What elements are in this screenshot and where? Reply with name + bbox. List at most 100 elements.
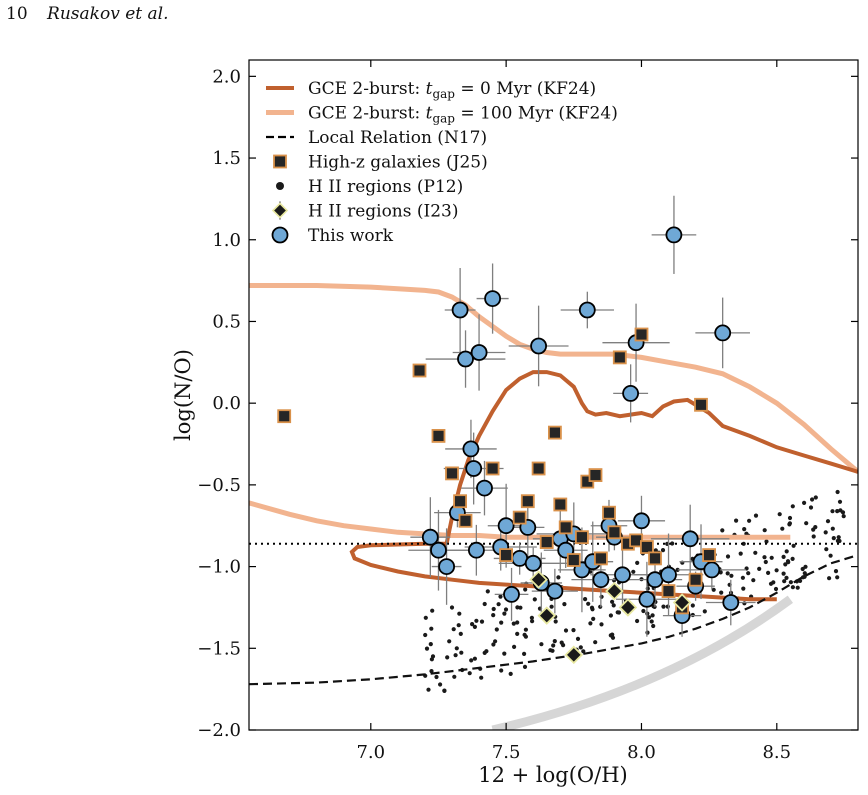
p12-point (552, 639, 557, 644)
grey-band (491, 595, 794, 730)
x-axis-label: 12 + log(O/H) (478, 763, 627, 787)
y-tick-label: −2.0 (197, 720, 241, 741)
legend-label: H II regions (P12) (308, 177, 463, 197)
this-work-point (592, 571, 610, 589)
p12-point (771, 580, 776, 585)
p12-point (665, 604, 670, 609)
p12-point (445, 655, 450, 660)
this-work-point (614, 566, 631, 584)
p12-point (836, 535, 841, 540)
p12-point (599, 594, 604, 599)
p12-point (472, 656, 477, 661)
legend-item: H II regions (P12) (276, 177, 463, 197)
p12-point (811, 534, 816, 539)
p12-point (562, 602, 567, 607)
p12-point (762, 528, 767, 533)
p12-point (785, 559, 791, 564)
p12-point (766, 570, 771, 576)
p12-point (511, 621, 516, 626)
p12-point (769, 555, 774, 560)
gce-100-lower-line (249, 500, 791, 540)
p12-point (753, 513, 759, 518)
y-tick-label: −1.0 (197, 557, 241, 578)
p12-point (837, 499, 843, 504)
p12-point (824, 547, 829, 552)
p12-point (571, 628, 576, 633)
p12-point (429, 657, 434, 662)
p12-point (649, 619, 654, 624)
this-work-point (546, 582, 564, 600)
p12-point (494, 627, 499, 632)
p12-point (741, 586, 746, 591)
p12-point (784, 575, 789, 581)
this-work-point (681, 530, 699, 548)
p12-point (841, 514, 846, 519)
legend-item: GCE 2-burst: tgap = 0 Myr (KF24) (266, 79, 596, 101)
legend: GCE 2-burst: tgap = 0 Myr (KF24) GCE 2-bu… (266, 79, 618, 246)
p12-point (762, 555, 767, 560)
p12-point (783, 562, 788, 567)
p12-point (429, 626, 434, 631)
i23-point (618, 598, 638, 617)
p12-point (795, 585, 800, 590)
p12-point (764, 539, 769, 544)
p12-point (459, 650, 464, 655)
p12-point (499, 620, 504, 625)
j25-point (612, 350, 627, 365)
this-work-point (430, 541, 447, 559)
y-axis-label: log(N/O) (171, 349, 195, 441)
p12-point (522, 651, 527, 657)
legend-item: This work (271, 226, 394, 246)
p12-point (804, 521, 809, 526)
p12-point (784, 549, 789, 554)
x-tick-label: 8.0 (627, 742, 656, 763)
j25-point (661, 584, 676, 598)
p12-point (449, 605, 455, 610)
this-work-point (457, 350, 474, 368)
p12-point (598, 604, 603, 609)
p12-point (424, 646, 430, 651)
p12-point (559, 640, 564, 645)
p12-point (813, 495, 818, 500)
j25-point (499, 548, 514, 562)
p12-point (515, 631, 520, 637)
gce-0-line (444, 370, 858, 545)
this-work-point (476, 479, 493, 497)
y-tick-label: −0.5 (197, 475, 241, 496)
y-tick-label: −1.5 (197, 638, 241, 659)
j25-point (277, 409, 292, 424)
p12-point (827, 576, 832, 581)
p12-point (740, 575, 746, 580)
legend-swatch (276, 182, 284, 190)
p12-point (781, 571, 786, 576)
j25-point (512, 510, 527, 525)
p12-point (458, 631, 463, 637)
p12-point (498, 594, 503, 599)
p12-point (825, 519, 831, 524)
i23-point (564, 645, 584, 665)
p12-point (482, 601, 487, 607)
page-header: 10 Rusakov et al. (6, 4, 168, 24)
y-tick-label: 1.5 (212, 148, 241, 169)
page-number: 10 (6, 4, 28, 24)
p12-point (725, 554, 731, 559)
p12-point (738, 551, 743, 556)
p12-point (563, 628, 569, 633)
y-tick-label: 0.0 (212, 393, 241, 414)
i23-point (672, 593, 692, 612)
p12-point (742, 527, 747, 532)
p12-point (802, 574, 807, 579)
p12-point (802, 500, 807, 505)
p12-point (790, 504, 795, 509)
p12-point (835, 538, 841, 544)
legend-label: H II regions (I23) (308, 202, 459, 222)
p12-point (551, 643, 556, 648)
this-work-point (465, 460, 483, 477)
p12-point (833, 569, 839, 574)
p12-point (472, 624, 477, 630)
this-work-point (638, 590, 656, 608)
p12-point (790, 556, 795, 562)
legend-label: Local Relation (N17) (308, 128, 487, 148)
legend-label: This work (308, 226, 394, 246)
legend-item: H II regions (I23) (271, 201, 459, 222)
